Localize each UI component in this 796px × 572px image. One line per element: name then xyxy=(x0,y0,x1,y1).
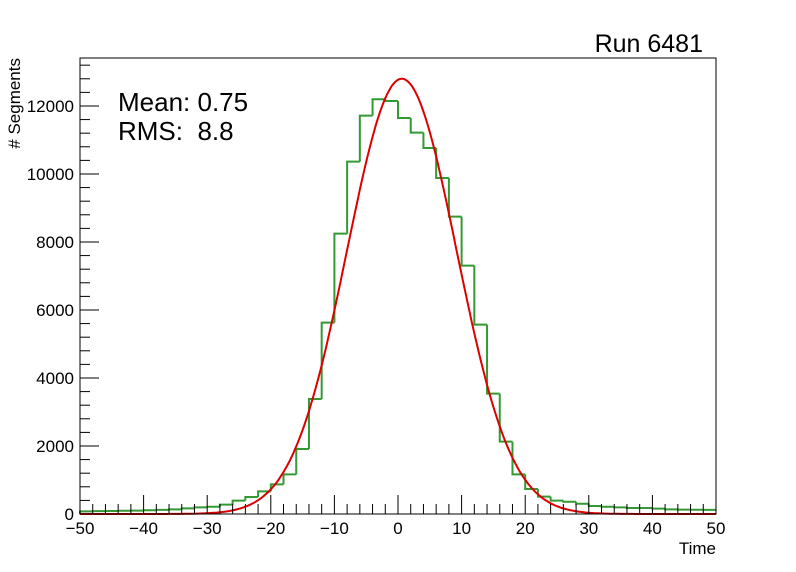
histogram-bin xyxy=(282,473,297,485)
histogram-bin xyxy=(333,232,348,323)
x-tick-label: −10 xyxy=(320,519,349,538)
histogram-bin xyxy=(231,499,246,505)
histogram-bin xyxy=(358,114,373,162)
x-tick-label: −30 xyxy=(193,519,222,538)
x-tick-label: 0 xyxy=(393,519,402,538)
y-tick-label: 2000 xyxy=(36,437,74,456)
histogram-bin xyxy=(384,99,398,102)
histogram-bin xyxy=(664,508,678,511)
x-axis-label: Time xyxy=(679,539,716,558)
stats-mean: Mean: 0.75 xyxy=(118,87,248,117)
y-tick-label: 8000 xyxy=(36,233,74,252)
histogram-bin xyxy=(422,132,437,149)
histogram-bin xyxy=(346,160,360,234)
x-tick-label: 50 xyxy=(707,519,726,538)
histogram-bin xyxy=(206,505,220,508)
histogram-bin xyxy=(473,265,488,326)
histogram-bin xyxy=(562,500,577,503)
histogram-bin xyxy=(307,398,322,449)
histogram-bin xyxy=(625,507,640,510)
histogram-bin xyxy=(587,503,602,508)
x-tick-label: −40 xyxy=(129,519,158,538)
histogram-bin xyxy=(371,98,386,116)
histogram-bin xyxy=(295,447,309,475)
histogram-bin xyxy=(575,501,589,505)
stats-rms: RMS: 8.8 xyxy=(118,116,234,146)
x-tick-label: 20 xyxy=(516,519,535,538)
x-tick-label: 40 xyxy=(643,519,662,538)
x-tick-label: −50 xyxy=(66,519,95,538)
histogram-bin xyxy=(257,490,271,497)
y-tick-label: 4000 xyxy=(36,369,74,388)
histogram-bin xyxy=(447,177,462,218)
histogram-bin xyxy=(180,507,195,510)
histogram-bin xyxy=(244,495,259,501)
histogram-bin xyxy=(397,100,411,119)
x-tick-label: −20 xyxy=(256,519,285,538)
y-tick-label: 6000 xyxy=(36,301,74,320)
histogram-bin xyxy=(651,507,666,510)
y-tick-label: 0 xyxy=(65,505,74,524)
y-tick-label: 12000 xyxy=(27,97,74,116)
histogram-bin xyxy=(613,506,627,509)
histogram-bin xyxy=(218,503,233,507)
histogram-bin xyxy=(193,506,208,509)
histogram-bin xyxy=(536,489,551,498)
histogram-bin xyxy=(549,496,564,502)
y-axis-label: # Segments xyxy=(5,58,24,149)
histogram-bin xyxy=(486,324,500,395)
chart-title: Run 6481 xyxy=(595,30,703,58)
histogram-bin xyxy=(168,508,182,511)
histogram-bin xyxy=(320,321,335,400)
x-tick-label: 30 xyxy=(579,519,598,538)
histogram-bin xyxy=(600,505,615,508)
histogram-bin xyxy=(498,393,513,443)
x-tick-label: 10 xyxy=(452,519,471,538)
histogram-bin xyxy=(409,117,424,134)
y-tick-label: 10000 xyxy=(27,165,74,184)
histogram-bin xyxy=(460,216,475,267)
